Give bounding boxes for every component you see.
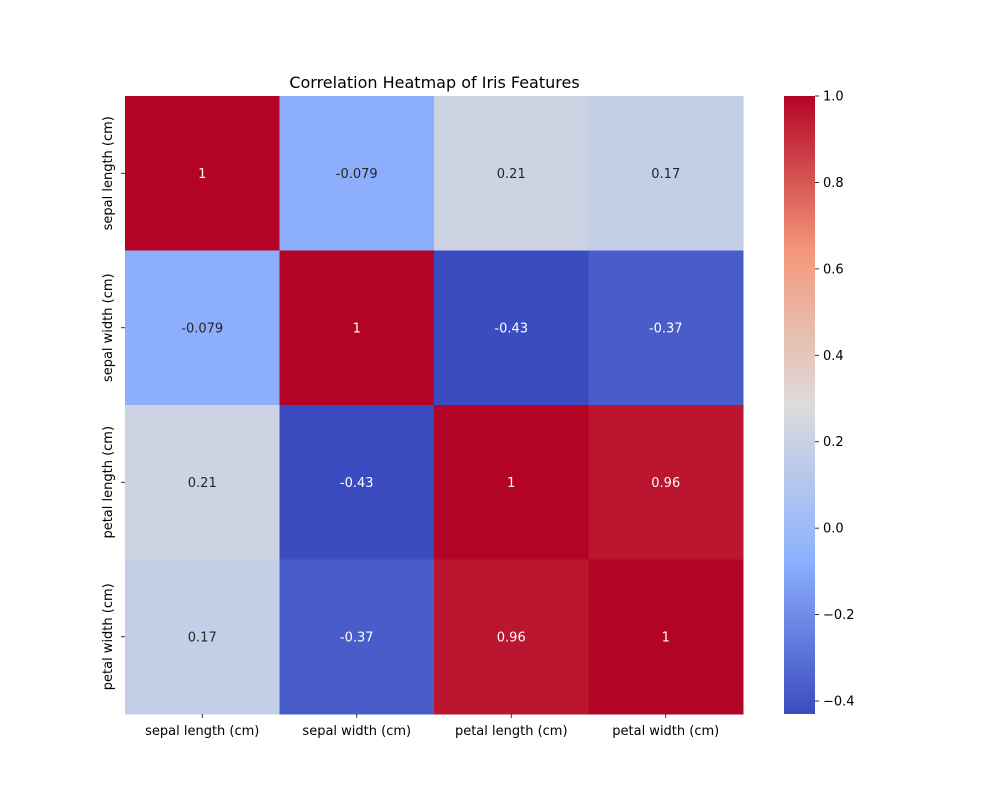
y-tick-label: sepal length (cm) — [101, 116, 116, 230]
x-tick-label: sepal width (cm) — [302, 724, 411, 739]
y-tick-label: petal length (cm) — [101, 426, 116, 539]
cell-value-label: 0.17 — [651, 167, 680, 182]
colorbar-gradient — [784, 96, 815, 714]
heatmap-cell — [588, 250, 744, 406]
y-tick-label: petal width (cm) — [101, 583, 116, 690]
chart-title: Correlation Heatmap of Iris Features — [289, 73, 579, 92]
cell-value-label: -0.37 — [340, 630, 374, 645]
colorbar-tick-label: 0.2 — [823, 435, 844, 450]
heatmap-cells: 1 -0.079 0.21 0.17 -0.079 1 -0.43 -0.37 0.21 -0.4… — [125, 96, 744, 715]
cell-value-label: 1 — [507, 476, 515, 491]
x-axis: sepal length (cm) sepal width (cm) petal l… — [145, 714, 719, 739]
heatmap-cell — [125, 96, 280, 251]
cell-value-label: 0.96 — [497, 630, 526, 645]
cell-value-label: 0.96 — [651, 476, 680, 491]
heatmap-cell — [125, 405, 280, 560]
colorbar-tick-label: 0.8 — [823, 176, 844, 191]
cell-value-label: -0.43 — [494, 321, 528, 336]
y-tick-label: sepal width (cm) — [101, 273, 116, 382]
colorbar-tick-label: 1.0 — [823, 90, 844, 105]
x-tick-label: sepal length (cm) — [145, 724, 259, 739]
heatmap-cell — [434, 96, 589, 251]
cell-value-label: 1 — [198, 167, 206, 182]
colorbar-tick-label: 0.6 — [823, 262, 844, 277]
cell-value-label: 1 — [353, 321, 361, 336]
heatmap-cell — [588, 405, 744, 560]
cell-value-label: -0.079 — [336, 167, 378, 182]
cell-value-label: 1 — [662, 630, 670, 645]
heatmap-cell — [588, 96, 744, 251]
heatmap-cell — [279, 96, 435, 251]
cell-value-label: 0.21 — [188, 476, 217, 491]
colorbar-tick-label: −0.4 — [823, 695, 855, 710]
cell-value-label: -0.079 — [181, 321, 223, 336]
heatmap-cell — [279, 559, 435, 715]
colorbar: −0.4 −0.2 0.0 0.2 0.4 0.6 0.8 1.0 — [784, 90, 855, 714]
y-axis: sepal length (cm) sepal width (cm) petal l… — [101, 116, 125, 690]
heatmap-cell — [588, 559, 744, 715]
cell-value-label: -0.43 — [340, 476, 374, 491]
heatmap-cell — [434, 559, 589, 715]
heatmap-cell — [125, 559, 280, 715]
x-tick-label: petal length (cm) — [455, 724, 568, 739]
cell-value-label: -0.37 — [649, 321, 683, 336]
colorbar-tick-label: −0.2 — [823, 608, 855, 623]
heatmap-cell — [434, 405, 589, 560]
heatmap-cell — [434, 250, 589, 406]
heatmap-cell — [279, 250, 435, 406]
heatmap-cell — [279, 405, 435, 560]
x-tick-label: petal width (cm) — [612, 724, 719, 739]
heatmap-cell — [125, 250, 280, 406]
cell-value-label: 0.17 — [188, 630, 217, 645]
colorbar-tick-label: 0.4 — [823, 349, 844, 364]
colorbar-tick-label: 0.0 — [823, 522, 844, 537]
cell-value-label: 0.21 — [497, 167, 526, 182]
